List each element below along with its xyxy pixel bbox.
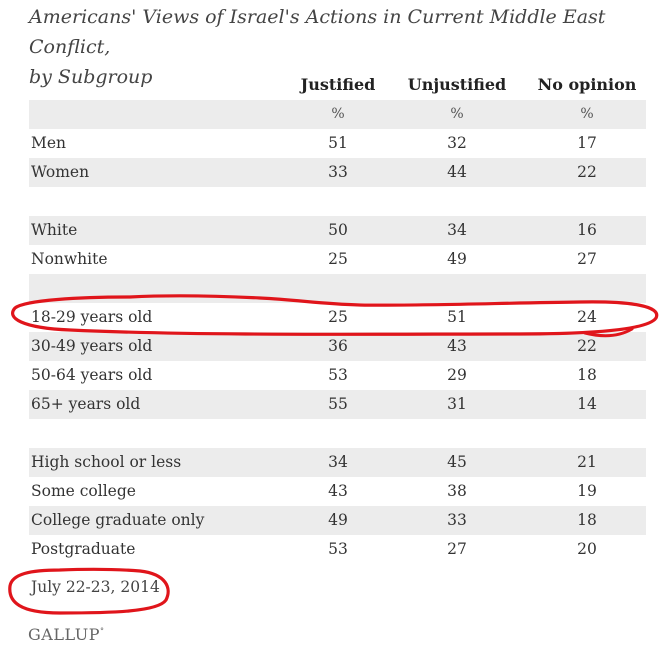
table-row: High school or less 34 45 21 xyxy=(29,448,646,477)
value-cell: 55 xyxy=(328,395,348,413)
value-cell: 25 xyxy=(328,308,348,326)
value-cell: 45 xyxy=(447,453,467,471)
table-row: 30-49 years old 36 43 22 xyxy=(29,332,646,361)
value-cell: 22 xyxy=(577,337,597,355)
column-header: No opinion xyxy=(537,75,637,94)
value-cell: 50 xyxy=(328,221,348,239)
unit-label: % xyxy=(331,106,345,122)
group-spacer xyxy=(29,274,646,303)
row-label: College graduate only xyxy=(31,511,205,529)
chart-title: Americans' Views of Israel's Actions in … xyxy=(29,2,649,92)
table-row: Nonwhite 25 49 27 xyxy=(29,245,646,274)
row-label: 18-29 years old xyxy=(31,308,153,326)
value-cell: 34 xyxy=(328,453,348,471)
row-label: Women xyxy=(31,163,90,181)
column-header: Justified xyxy=(300,75,376,94)
row-label: 50-64 years old xyxy=(31,366,153,384)
table-row: College graduate only 49 33 18 xyxy=(29,506,646,535)
value-cell: 49 xyxy=(447,250,467,268)
value-cell: 18 xyxy=(577,511,597,529)
column-header-row: Justified Unjustified No opinion xyxy=(29,70,646,100)
title-line: Americans' Views of Israel's Actions in … xyxy=(29,6,606,58)
table-row: 65+ years old 55 31 14 xyxy=(29,390,646,419)
value-cell: 43 xyxy=(447,337,467,355)
unit-label: % xyxy=(450,106,464,122)
column-header: Unjustified xyxy=(407,75,507,94)
value-cell: 27 xyxy=(577,250,597,268)
group-spacer xyxy=(29,419,646,448)
value-cell: 31 xyxy=(447,395,467,413)
value-cell: 32 xyxy=(447,134,467,152)
value-cell: 18 xyxy=(577,366,597,384)
value-cell: 14 xyxy=(577,395,597,413)
value-cell: 43 xyxy=(328,482,348,500)
table-row: White 50 34 16 xyxy=(29,216,646,245)
value-cell: 25 xyxy=(328,250,348,268)
value-cell: 17 xyxy=(577,134,597,152)
value-cell: 33 xyxy=(447,511,467,529)
value-cell: 21 xyxy=(577,453,597,471)
value-cell: 24 xyxy=(577,308,597,326)
data-table: Justified Unjustified No opinion%%% Men 51 32… xyxy=(29,70,646,564)
value-cell: 19 xyxy=(577,482,597,500)
group-spacer xyxy=(29,187,646,216)
value-cell: 38 xyxy=(447,482,467,500)
row-label: Men xyxy=(31,134,67,152)
row-label: Postgraduate xyxy=(31,540,136,558)
table-row-highlighted: 18-29 years old 25 51 24 xyxy=(29,303,646,332)
value-cell: 27 xyxy=(447,540,467,558)
brand-name: GALLUP xyxy=(28,625,100,644)
table-row: Some college 43 38 19 xyxy=(29,477,646,506)
survey-date: July 22-23, 2014 xyxy=(31,578,160,596)
table-row: Men 51 32 17 xyxy=(29,129,646,158)
subtitle-line: by Subgroup xyxy=(29,66,153,88)
row-label: 30-49 years old xyxy=(31,337,153,355)
gallup-logo: GALLUP° xyxy=(28,625,104,644)
value-cell: 53 xyxy=(328,366,348,384)
value-cell: 44 xyxy=(447,163,467,181)
row-label: 65+ years old xyxy=(31,395,141,413)
value-cell: 20 xyxy=(577,540,597,558)
value-cell: 49 xyxy=(328,511,348,529)
row-label: High school or less xyxy=(31,453,182,471)
value-cell: 29 xyxy=(447,366,467,384)
value-cell: 22 xyxy=(577,163,597,181)
value-cell: 51 xyxy=(328,134,348,152)
value-cell: 33 xyxy=(328,163,348,181)
units-row: %%% xyxy=(29,100,646,129)
value-cell: 53 xyxy=(328,540,348,558)
unit-label: % xyxy=(580,106,594,122)
row-label: White xyxy=(31,221,78,239)
value-cell: 34 xyxy=(447,221,467,239)
table-row: Women 33 44 22 xyxy=(29,158,646,187)
value-cell: 51 xyxy=(447,308,467,326)
row-label: Some college xyxy=(31,482,136,500)
row-label: Nonwhite xyxy=(31,250,108,268)
brand-mark: ° xyxy=(99,626,105,636)
value-cell: 16 xyxy=(577,221,597,239)
table-row: 50-64 years old 53 29 18 xyxy=(29,361,646,390)
value-cell: 36 xyxy=(328,337,348,355)
table-row: Postgraduate 53 27 20 xyxy=(29,535,646,564)
